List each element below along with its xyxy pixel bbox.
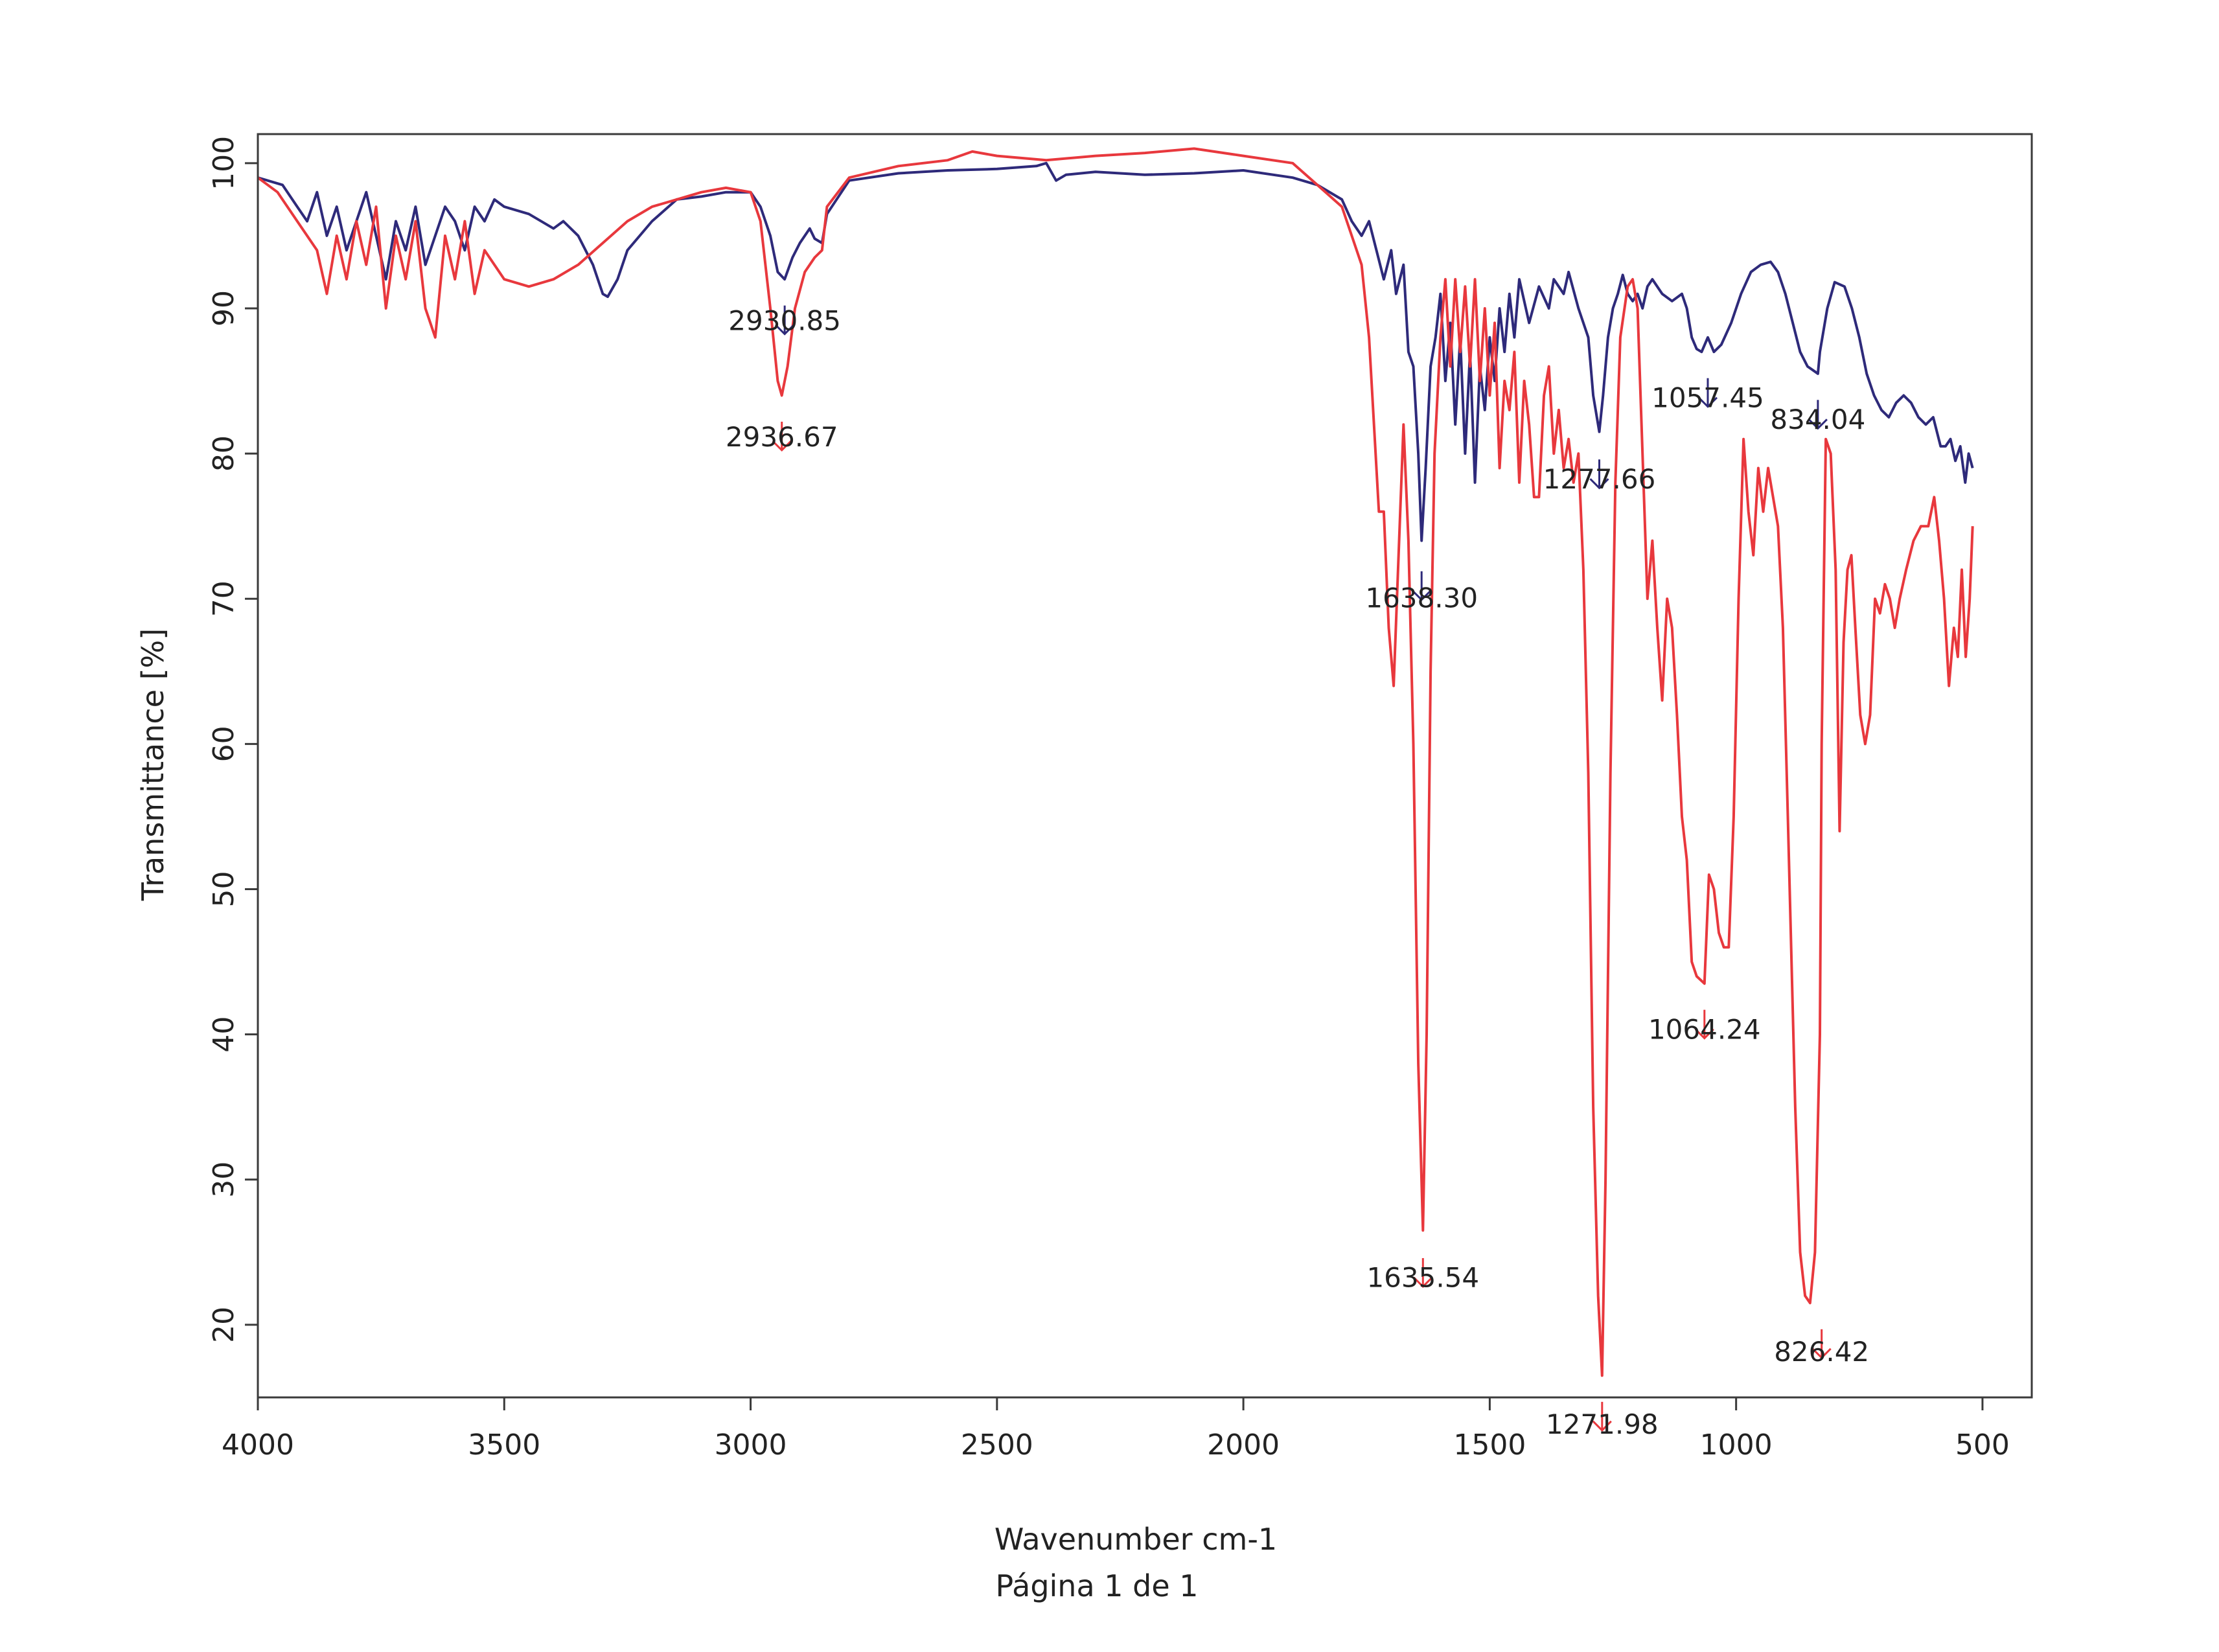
- axes-layer: 4000 3500 3000 2500 2000 1500 1000 500 20 30 40 50 6…: [207, 136, 2010, 1462]
- peak-arrowhead: [775, 324, 795, 336]
- x-tick-label: 500: [1955, 1428, 2010, 1462]
- peak-label: 1057.45: [1651, 382, 1764, 413]
- series-red-line: [257, 147, 1974, 1377]
- peak-label: 1277.66: [1543, 463, 1656, 495]
- x-axis-title: Wavenumber cm-1: [995, 1522, 1277, 1557]
- y-tick-label: 20: [207, 1307, 240, 1343]
- peak-label: 2936.67: [726, 421, 838, 453]
- peak-label: 1638.30: [1365, 582, 1478, 614]
- peak-arrowhead: [1412, 590, 1432, 601]
- y-tick-label: 40: [207, 1016, 240, 1053]
- x-tick-label: 1500: [1453, 1428, 1526, 1462]
- page-footer: Página 1 de 1: [995, 1568, 1198, 1603]
- peak-label: 834.04: [1770, 404, 1865, 435]
- x-tick-label: 2500: [961, 1428, 1033, 1462]
- y-tick-label: 70: [207, 580, 240, 617]
- x-tick-label: 1000: [1700, 1428, 1773, 1462]
- peak-arrowhead: [1592, 1420, 1612, 1432]
- peak-arrowhead: [1413, 1276, 1433, 1289]
- peak-label: 1064.24: [1648, 1013, 1761, 1045]
- x-tick-label: 3500: [468, 1428, 540, 1462]
- peak-label: 2930.85: [728, 305, 841, 337]
- x-tick-label: 2000: [1207, 1428, 1280, 1462]
- x-tick-label: 4000: [222, 1428, 294, 1462]
- y-tick-label: 30: [207, 1162, 240, 1198]
- peak-arrowhead: [1811, 1348, 1832, 1359]
- peak-arrowhead: [1589, 478, 1609, 490]
- peak-label: 1271.98: [1546, 1408, 1659, 1440]
- y-tick-label: 80: [207, 435, 240, 472]
- y-tick-label: 100: [207, 136, 240, 190]
- peak-label: 826.42: [1774, 1336, 1869, 1368]
- y-tick-label: 60: [207, 726, 240, 762]
- series-blue-line: [257, 161, 1974, 542]
- peak-label: 1635.54: [1366, 1262, 1479, 1294]
- peak-arrowhead: [772, 440, 792, 452]
- plot-frame: [257, 133, 2033, 1399]
- annotation-layer: 2930.85 2936.67 1638.30 1635.54 1277.66 1271.…: [726, 305, 1869, 1440]
- y-axis-title: Transmittance [%]: [135, 628, 170, 901]
- plot-layer: [257, 147, 1974, 1377]
- y-tick-label: 90: [207, 290, 240, 327]
- peak-arrowhead: [1808, 419, 1828, 430]
- x-tick-label: 3000: [715, 1428, 787, 1462]
- peak-arrowhead: [1697, 396, 1718, 408]
- peak-arrowhead: [1694, 1028, 1714, 1040]
- y-tick-label: 50: [207, 871, 240, 908]
